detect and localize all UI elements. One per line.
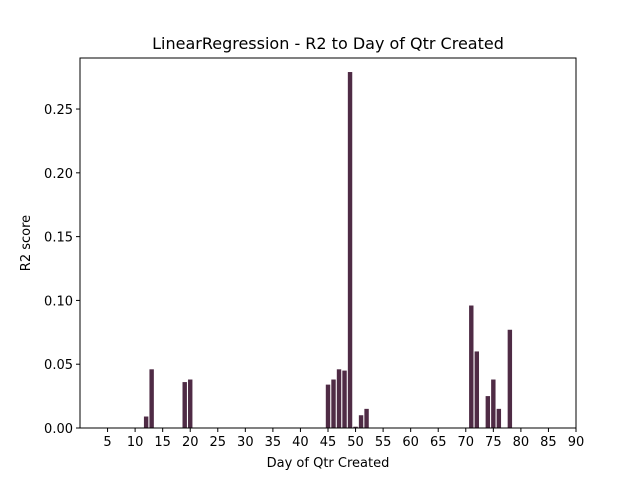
- y-tick-label: 0.10: [44, 294, 73, 309]
- bar-day-51: [358, 415, 364, 428]
- bar-day-75: [491, 379, 496, 428]
- bar-day-45: [325, 384, 331, 428]
- chart-title: LinearRegression - R2 to Day of Qtr Crea…: [152, 34, 504, 53]
- x-tick-label: 10: [127, 435, 144, 450]
- bar-day-49: [347, 72, 353, 428]
- y-axis-ticks: 0.00 0.05 0.10 0.15 0.20 0.25: [44, 103, 80, 437]
- y-tick-label: 0.25: [44, 103, 73, 118]
- x-tick-label: 30: [237, 435, 254, 450]
- x-tick-label: 90: [568, 435, 585, 450]
- y-axis-label: R2 score: [19, 215, 34, 271]
- y-tick-label: 0.15: [44, 231, 73, 246]
- bar-day-72: [474, 351, 480, 428]
- x-tick-label: 75: [485, 435, 502, 450]
- x-tick-label: 80: [513, 435, 530, 450]
- bar-day-76: [496, 408, 502, 428]
- x-tick-label: 70: [458, 435, 475, 450]
- x-tick-label: 85: [540, 435, 557, 450]
- x-axis-label: Day of Qtr Created: [267, 456, 390, 471]
- x-tick-label: 35: [265, 435, 282, 450]
- x-tick-label: 15: [154, 435, 171, 450]
- bar-day-19: [182, 382, 187, 428]
- x-tick-label: 5: [103, 435, 111, 450]
- x-tick-label: 45: [320, 435, 337, 450]
- x-tick-label: 20: [182, 435, 199, 450]
- x-tick-label: 60: [402, 435, 419, 450]
- plot-frame: [79, 57, 577, 429]
- bar-day-78: [507, 329, 513, 428]
- x-tick-label: 65: [430, 435, 447, 450]
- x-tick-label: 55: [375, 435, 392, 450]
- x-tick-label: 25: [210, 435, 227, 450]
- bar-series: [143, 72, 513, 428]
- bar-day-12: [143, 416, 149, 428]
- x-axis-ticks: 5 10 15 20 25 30 35 40 45 50 55 60 65 70 75 80 85 90: [103, 428, 584, 450]
- bar-day-48: [342, 370, 347, 428]
- bar-day-47: [336, 369, 342, 428]
- bar-day-20: [188, 379, 193, 428]
- y-tick-label: 0.20: [44, 167, 73, 182]
- bar-day-52: [364, 408, 369, 428]
- x-tick-label: 50: [347, 435, 364, 450]
- x-tick-label: 40: [292, 435, 309, 450]
- bar-day-50: [353, 426, 358, 428]
- y-tick-label: 0.00: [44, 422, 73, 437]
- bar-day-46: [331, 379, 336, 428]
- y-tick-label: 0.05: [44, 358, 73, 373]
- bar-day-71: [469, 305, 474, 428]
- bar-day-74: [485, 396, 491, 428]
- bar-day-13: [149, 369, 154, 428]
